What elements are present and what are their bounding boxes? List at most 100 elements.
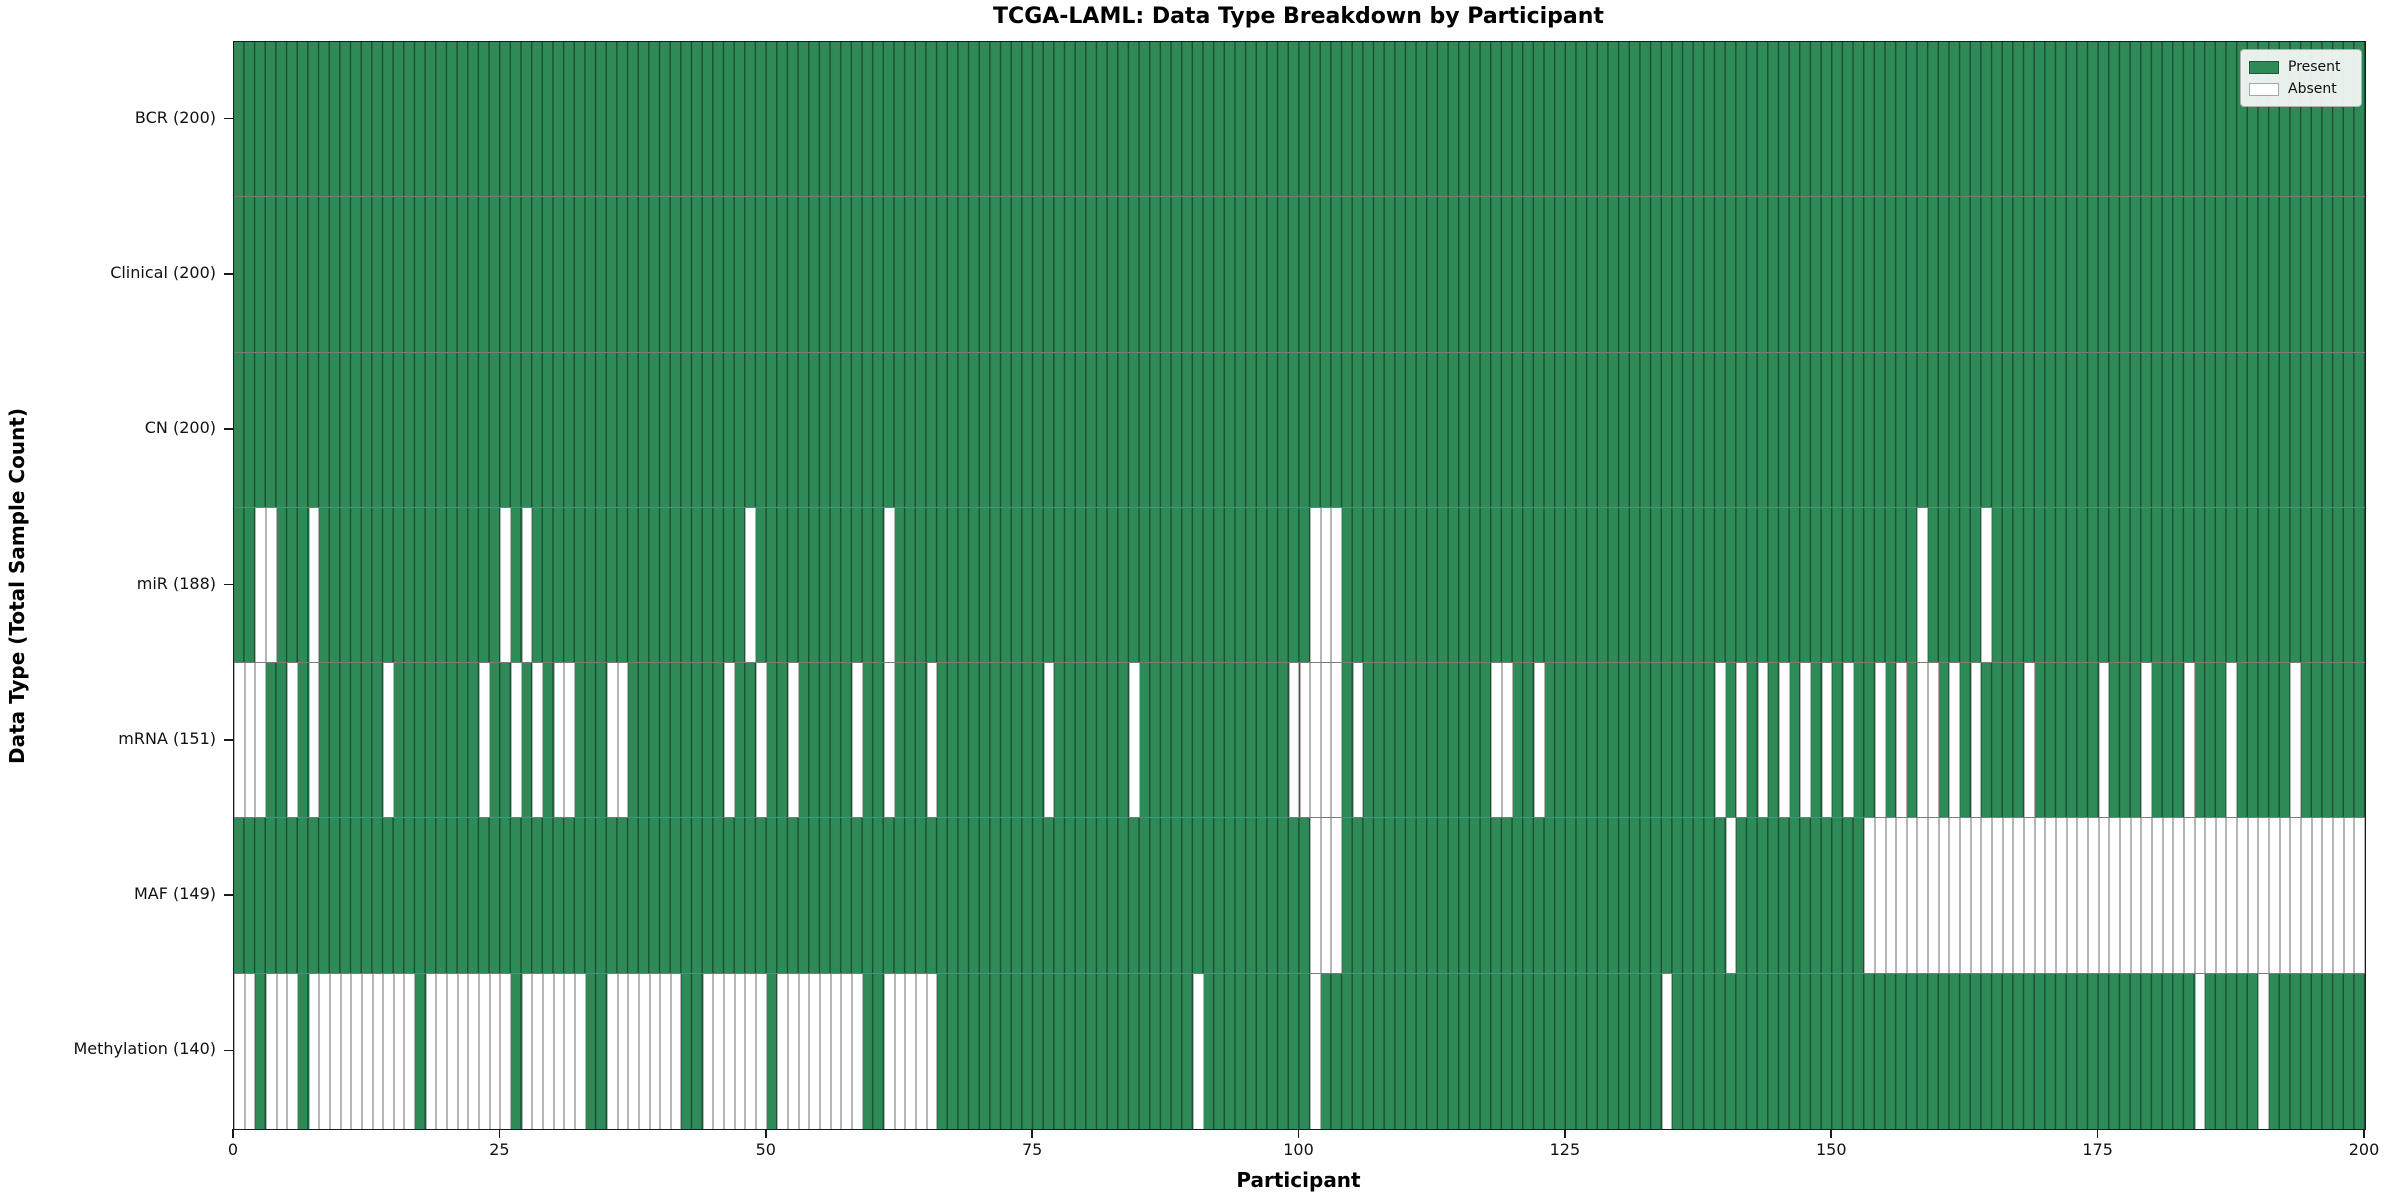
heatmap-row-maf <box>234 818 2365 974</box>
absent-cell <box>553 663 565 818</box>
absent-cell <box>361 973 373 1129</box>
absent-cell <box>1928 818 1939 973</box>
absent-cell <box>2173 818 2184 973</box>
absent-cell <box>1896 818 1907 973</box>
absent-cell <box>564 973 575 1129</box>
absent-cell <box>798 973 810 1129</box>
absent-cell <box>617 663 629 818</box>
cell-grid-lines <box>234 197 2365 352</box>
x-tick-mark <box>1031 1129 1033 1138</box>
absent-cell <box>1715 663 1726 818</box>
absent-cell <box>2141 663 2152 818</box>
absent-cell <box>1864 818 1875 973</box>
y-tick-mark <box>224 117 233 120</box>
absent-cell <box>841 973 852 1129</box>
absent-cell <box>329 973 341 1129</box>
y-tick-mark <box>224 1049 233 1052</box>
absent-cell <box>2290 663 2302 818</box>
absent-cell <box>1906 818 1918 973</box>
absent-cell <box>606 663 618 818</box>
absent-cell <box>926 663 938 818</box>
absent-cell <box>1992 818 2003 973</box>
absent-cell <box>1981 507 1993 663</box>
absent-cell <box>2258 818 2270 973</box>
x-axis-label: Participant <box>1236 1168 1361 1192</box>
absent-cell <box>851 663 863 818</box>
absent-cell <box>1043 663 1055 818</box>
absent-cell <box>265 507 277 663</box>
absent-cell <box>2109 818 2120 973</box>
y-tick-mark <box>224 428 233 430</box>
x-tick-mark <box>2363 1129 2365 1138</box>
x-tick-label-25: 25 <box>489 1140 510 1159</box>
legend-absent-label: Absent <box>2288 81 2337 97</box>
absent-cell <box>2237 818 2248 973</box>
absent-cell <box>2034 818 2046 973</box>
absent-cell <box>265 973 277 1129</box>
absent-cell <box>2343 818 2355 973</box>
absent-cell <box>606 973 618 1129</box>
absent-swatch-icon <box>2249 82 2279 96</box>
absent-cell <box>1757 663 1769 818</box>
absent-cell <box>2162 818 2174 973</box>
absent-cell <box>287 663 298 818</box>
absent-cell <box>1310 663 1321 818</box>
absent-cell <box>628 973 639 1129</box>
absent-cell <box>500 973 512 1129</box>
absent-cell <box>1491 663 1502 818</box>
x-tick-mark <box>498 1129 501 1138</box>
absent-cell <box>1661 973 1673 1129</box>
absent-cell <box>883 973 895 1129</box>
absent-cell <box>2087 818 2099 973</box>
absent-cell <box>1896 663 1907 818</box>
legend-entry-absent: Absent <box>2249 78 2353 100</box>
absent-cell <box>2322 818 2334 973</box>
absent-cell <box>724 973 735 1129</box>
absent-cell <box>468 973 480 1129</box>
absent-cell <box>234 973 245 1129</box>
absent-cell <box>2301 818 2312 973</box>
x-tick-label-50: 50 <box>755 1140 776 1159</box>
heatmap-row-bcr <box>234 42 2365 198</box>
absent-cell <box>2226 663 2238 818</box>
y-tick-label-bcr: BCR (200) <box>134 107 216 127</box>
y-tick-label-mir: miR (188) <box>136 573 216 593</box>
absent-cell <box>724 663 735 818</box>
absent-cell <box>1331 818 1343 973</box>
absent-cell <box>1501 663 1513 818</box>
absent-cell <box>255 507 266 663</box>
x-tick-mark <box>232 1129 234 1138</box>
absent-cell <box>1885 818 1897 973</box>
absent-cell <box>340 973 352 1129</box>
absent-cell <box>1917 663 1929 818</box>
absent-cell <box>500 507 512 663</box>
absent-cell <box>393 973 405 1129</box>
absent-cell <box>532 663 543 818</box>
absent-cell <box>1736 663 1747 818</box>
absent-cell <box>1310 818 1321 973</box>
absent-cell <box>1928 663 1939 818</box>
absent-cell <box>788 973 799 1129</box>
absent-cell <box>1331 507 1343 663</box>
absent-cell <box>830 973 842 1129</box>
absent-cell <box>1970 663 1982 818</box>
absent-cell <box>788 663 799 818</box>
absent-cell <box>2002 818 2014 973</box>
absent-cell <box>1352 663 1364 818</box>
absent-cell <box>1288 663 1300 818</box>
y-tick-mark <box>224 583 233 586</box>
heatmap-row-methylation <box>234 973 2365 1129</box>
chart-title: TCGA-LAML: Data Type Breakdown by Partic… <box>993 4 1604 29</box>
absent-cell <box>2183 818 2195 973</box>
absent-cell <box>2247 818 2259 973</box>
absent-cell <box>745 507 757 663</box>
absent-cell <box>1842 663 1854 818</box>
absent-cell <box>809 973 820 1129</box>
absent-cell <box>447 973 458 1129</box>
absent-cell <box>521 973 533 1129</box>
absent-cell <box>756 973 767 1129</box>
absent-cell <box>1960 818 1971 973</box>
absent-cell <box>1981 818 1993 973</box>
absent-cell <box>2205 818 2216 973</box>
